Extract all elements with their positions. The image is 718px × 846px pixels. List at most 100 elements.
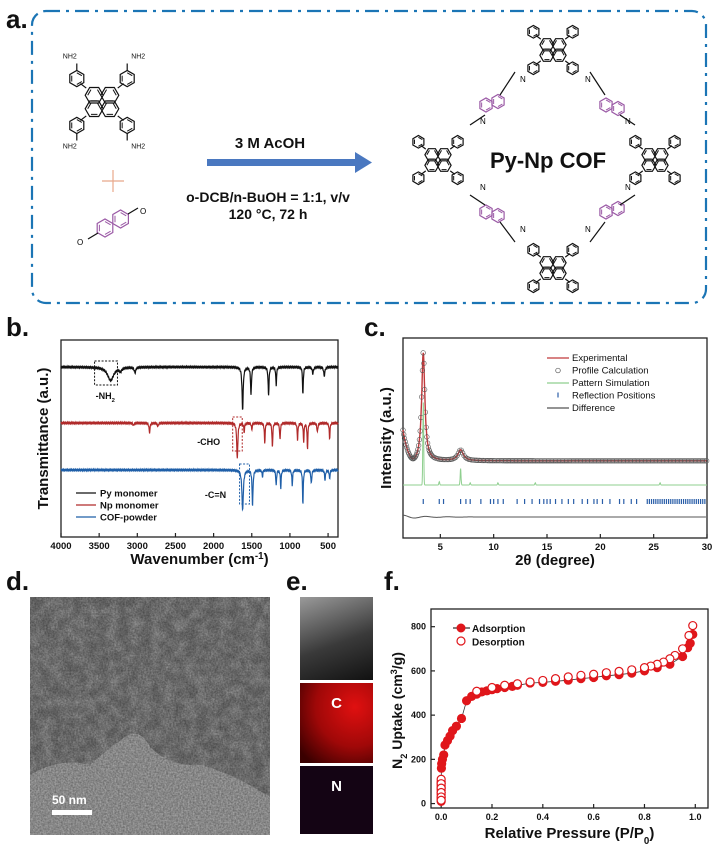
double-bond — [549, 268, 553, 274]
profile-point — [616, 458, 622, 464]
aldehyde-o-label: O — [77, 238, 83, 247]
imine-linker — [589, 221, 606, 243]
profile-point — [519, 458, 525, 464]
profile-point — [609, 458, 615, 464]
double-bond — [549, 50, 553, 56]
profile-point — [419, 394, 425, 400]
profile-point — [484, 457, 491, 464]
annotation-label: -CHO — [197, 437, 220, 447]
scale-bar-label: 50 nm — [52, 793, 87, 807]
profile-point — [625, 458, 631, 464]
x-tick-label: 1.0 — [689, 812, 702, 822]
double-bond — [549, 258, 553, 264]
profile-point — [652, 458, 658, 464]
aldehyde-o-label: O — [140, 207, 146, 216]
profile-point — [619, 458, 625, 464]
y-tick-label: 200 — [411, 754, 426, 764]
profile-point — [461, 452, 467, 459]
profile-point — [704, 458, 710, 464]
profile-point — [658, 458, 664, 464]
profile-point — [476, 457, 482, 464]
double-bond — [561, 268, 565, 274]
naphthalene-ring — [599, 97, 613, 113]
x-tick-label: 0.6 — [587, 812, 600, 822]
profile-point — [676, 458, 682, 464]
desorption-point — [688, 620, 698, 631]
double-bond — [635, 143, 640, 147]
profile-point — [686, 458, 692, 464]
double-bond — [533, 26, 538, 30]
profile-point — [582, 458, 588, 464]
profile-point — [647, 458, 653, 464]
profile-point — [480, 457, 487, 464]
profile-point — [532, 458, 538, 464]
profile-point — [669, 458, 675, 464]
x-tick-label: 0.2 — [486, 812, 499, 822]
x-tick-label: 2500 — [165, 541, 186, 552]
legend-label: Pattern Simulation — [572, 378, 650, 389]
double-bond — [485, 206, 491, 210]
desorption-point — [512, 679, 523, 689]
imine-n-label: N — [480, 183, 486, 192]
profile-point — [661, 458, 667, 464]
double-bond — [485, 214, 491, 218]
double-bond — [533, 251, 538, 255]
profile-point — [583, 458, 589, 464]
double-bond — [97, 102, 102, 109]
double-bond — [643, 160, 647, 166]
reaction-arrow-shaft — [207, 159, 357, 166]
annotation-box — [239, 463, 250, 505]
profile-point — [590, 458, 596, 464]
annotation-box — [94, 360, 118, 386]
double-bond — [497, 210, 503, 214]
profile-point — [562, 458, 568, 464]
panel-label-c: c. — [364, 312, 386, 342]
profile-point — [478, 457, 484, 464]
profile-point — [489, 458, 495, 464]
double-bond — [553, 50, 557, 56]
profile-point — [649, 458, 656, 464]
profile-point — [401, 431, 407, 438]
phenyl-ring — [527, 242, 540, 257]
profile-point — [516, 458, 523, 464]
isotherm-line — [440, 634, 694, 802]
adsorption-point — [685, 638, 695, 648]
legend-label: Difference — [572, 403, 615, 414]
profile-point — [416, 442, 422, 449]
ftir-series-1 — [60, 420, 339, 459]
double-bond — [674, 136, 679, 140]
profile-point — [679, 458, 685, 464]
profile-point — [691, 458, 697, 464]
adsorption-point — [456, 713, 467, 724]
desorption-point — [627, 665, 637, 675]
pyrene-ring — [641, 158, 657, 172]
profile-point — [622, 458, 628, 464]
double-bond — [655, 160, 659, 166]
profile-point — [443, 456, 449, 463]
profile-point — [564, 458, 570, 464]
profile-point — [618, 458, 624, 464]
pyrene-ring — [551, 266, 567, 280]
profile-point — [500, 458, 506, 464]
profile-point — [522, 458, 528, 464]
profile-point — [643, 458, 649, 464]
profile-point — [587, 458, 593, 464]
difference-curve — [402, 514, 706, 519]
profile-point — [533, 458, 539, 464]
double-bond — [497, 96, 503, 100]
naphthalene-ring — [112, 209, 129, 229]
imine-n-label: N — [480, 117, 486, 126]
phenyl-ring — [566, 279, 579, 294]
profile-point — [607, 458, 613, 464]
profile-point — [605, 458, 611, 464]
naphthalene-ring — [479, 204, 493, 220]
pyrene-ring — [424, 148, 440, 162]
profile-point — [692, 458, 699, 464]
double-bond — [102, 89, 107, 96]
profile-point — [497, 458, 503, 464]
profile-point — [611, 458, 617, 464]
pyrene-ring — [84, 86, 104, 104]
profile-point — [602, 458, 609, 464]
profile-point — [579, 458, 585, 464]
desorption-point — [589, 669, 599, 679]
